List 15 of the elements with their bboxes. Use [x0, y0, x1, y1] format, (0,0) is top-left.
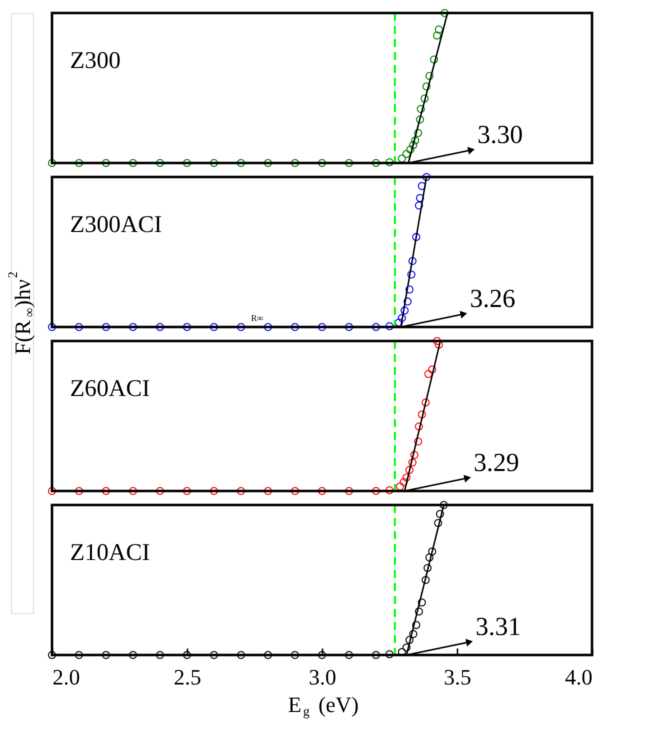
text: Z10ACI [70, 540, 150, 566]
annotation: 3.26 [470, 284, 516, 313]
annotation: 3.29 [474, 448, 520, 477]
text: Z60ACI [70, 376, 150, 402]
annotation: R∞ [250, 313, 264, 323]
x-tick-label: 2.0 [52, 664, 80, 690]
text: Z300ACI [70, 212, 162, 238]
annotation: 3.30 [477, 120, 523, 149]
annotation: 3.31 [476, 612, 522, 641]
x-tick-label: 4.0 [565, 664, 592, 690]
x-tick-label: 3.0 [308, 664, 336, 690]
x-tick-label: 2.5 [174, 664, 202, 690]
x-tick-label: 3.5 [444, 664, 472, 690]
y-axis-title: F(R∞)hν2 [5, 272, 37, 354]
text: Z300 [70, 48, 121, 74]
